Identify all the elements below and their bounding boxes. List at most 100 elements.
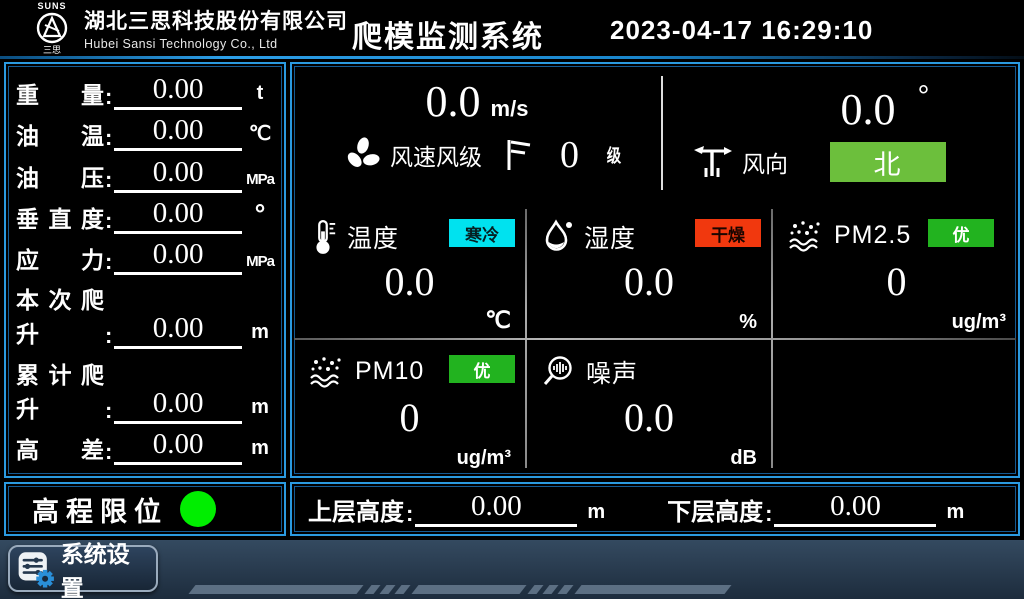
metric-colon: : xyxy=(105,84,113,110)
dust-particles-icon xyxy=(310,357,341,388)
pm10-value: 0 xyxy=(399,395,420,440)
footer-bar: 系统设置 xyxy=(0,540,1024,599)
thermometer-icon xyxy=(316,219,336,254)
metric-label: 高 差 xyxy=(16,436,104,463)
env-cell-pm25: PM2.5 优 0 ug/m³ xyxy=(773,204,1020,338)
wind-direction-value: 0.0 xyxy=(840,85,896,134)
lower-height-value: 0.00 xyxy=(774,491,937,527)
metric-unit: t xyxy=(256,82,264,105)
wind-direction-unit: ° xyxy=(917,80,930,113)
metric-label: 重 量 xyxy=(16,82,104,109)
metric-value: 0.00 xyxy=(114,314,242,350)
lower-height-label: 下层高度 xyxy=(667,498,764,526)
upper-height-group: 上层高度 : 0.00 m xyxy=(308,491,606,527)
metric-colon: : xyxy=(105,166,113,192)
env-cell-label: 噪声 xyxy=(586,360,639,388)
pm10-unit: ug/m³ xyxy=(456,447,511,469)
temperature-status-badge: 寒冷 xyxy=(449,219,515,247)
elevation-limit-box: 高程限位 xyxy=(4,482,286,536)
metric-value: 0.00 xyxy=(114,157,242,193)
lower-height-unit: m xyxy=(946,500,965,523)
metric-row-current-climb: 本次爬升 : 0.00 m xyxy=(6,281,284,350)
fan-icon xyxy=(347,137,380,167)
page-title: 爬模监测系统 xyxy=(352,21,544,54)
env-cell-pm10: PM10 优 0 ug/m³ xyxy=(294,340,525,474)
wind-speed-label: 风速风级 xyxy=(390,144,482,170)
noise-value: 0.0 xyxy=(624,395,674,440)
wind-section-divider xyxy=(661,76,663,190)
metric-colon: : xyxy=(105,125,113,151)
upper-height-unit: m xyxy=(587,500,606,523)
metric-colon: : xyxy=(105,249,113,275)
wind-level-unit: 级 xyxy=(606,146,622,166)
pm10-status-badge: 优 xyxy=(449,355,515,383)
wind-speed-value: 0.0 xyxy=(425,77,481,126)
footer-stripe-decoration xyxy=(188,585,732,594)
wind-speed-unit: m/s xyxy=(490,96,529,121)
header-divider xyxy=(0,56,1024,59)
humidity-value: 0.0 xyxy=(624,259,674,304)
metric-colon: : xyxy=(105,397,113,423)
dust-particles-icon xyxy=(789,221,820,252)
lower-height-group: 下层高度 : 0.00 m xyxy=(667,491,965,527)
env-cell-empty xyxy=(773,340,1020,474)
metric-label: 垂直度 xyxy=(16,205,104,232)
metric-value: 0.00 xyxy=(114,388,242,424)
heights-box: 上层高度 : 0.00 m 下层高度 : 0.00 m xyxy=(290,482,1020,536)
metrics-panel: 重 量 : 0.00 t 油 温 : 0.00 ℃ 油 压 : 0.00 MPa… xyxy=(4,62,286,478)
metric-unit: m xyxy=(251,395,269,418)
grid-line-horizontal xyxy=(294,338,1016,340)
metric-value: 0.00 xyxy=(114,116,242,152)
temperature-unit: ℃ xyxy=(485,307,511,333)
wind-level-flag-icon xyxy=(507,140,531,170)
company-name-cn: 湖北三思科技股份有限公司 xyxy=(84,10,348,33)
metric-colon: : xyxy=(105,438,113,464)
elevation-status-light xyxy=(180,491,216,527)
metric-row-weight: 重 量 : 0.00 t xyxy=(6,75,284,111)
metric-value: 0.00 xyxy=(114,75,242,111)
metric-row-total-climb: 累计爬升 : 0.00 m xyxy=(6,356,284,424)
env-cell-label: PM10 xyxy=(355,356,425,385)
company-logo: SUNS 三思 湖北三思科技股份有限公司 Hubei Sansi Technol… xyxy=(24,0,348,55)
metric-unit: ° xyxy=(254,198,266,229)
metric-label: 本次爬升 xyxy=(16,287,104,348)
metric-unit: m xyxy=(251,321,269,344)
noise-meter-icon xyxy=(543,356,572,385)
wind-speed-section: 0.0 m/s 风速风级 0 级 xyxy=(294,64,660,202)
wind-level-value: 0 xyxy=(560,134,579,176)
metric-label: 累计爬升 xyxy=(16,361,104,422)
wind-direction-badge: 北 xyxy=(830,142,946,182)
settings-sliders-gear-icon xyxy=(18,551,54,588)
header: SUNS 三思 湖北三思科技股份有限公司 Hubei Sansi Technol… xyxy=(0,0,1024,56)
elevation-limit-label: 高程限位 xyxy=(32,496,168,527)
logo-text-sansi: 三思 xyxy=(42,44,61,55)
datetime-display: 2023-04-17 16:29:10 xyxy=(610,15,874,45)
pm25-unit: ug/m³ xyxy=(951,311,1006,333)
metric-row-verticality: 垂直度 : 0.00 ° xyxy=(6,198,284,234)
metric-unit: MPa xyxy=(246,253,275,271)
pm25-value: 0 xyxy=(886,259,907,304)
company-name-en: Hubei Sansi Technology Co., Ltd xyxy=(84,37,278,51)
upper-height-value: 0.00 xyxy=(415,491,578,527)
metric-colon: : xyxy=(105,207,113,233)
env-cell-temperature: 温度 寒冷 0.0 ℃ xyxy=(294,204,525,338)
humidity-unit: % xyxy=(739,311,757,333)
metric-value: 0.00 xyxy=(114,198,242,234)
temperature-value: 0.0 xyxy=(384,259,435,304)
metric-colon: : xyxy=(105,323,113,349)
metric-row-oil-temp: 油 温 : 0.00 ℃ xyxy=(6,116,284,152)
env-cell-label: 温度 xyxy=(347,225,400,253)
env-cell-humidity: 湿度 干燥 0.0 % xyxy=(527,204,771,338)
metric-label: 油 温 xyxy=(16,123,104,150)
system-settings-button[interactable]: 系统设置 xyxy=(8,541,158,599)
wind-vane-icon xyxy=(694,146,732,177)
env-cell-label: 湿度 xyxy=(584,225,637,253)
wind-direction-label: 风向 xyxy=(742,151,788,177)
water-drop-icon xyxy=(545,219,572,251)
metric-row-oil-pressure: 油 压 : 0.00 MPa xyxy=(6,157,284,193)
humidity-status-badge: 干燥 xyxy=(695,219,761,247)
logo-text-suns: SUNS xyxy=(37,0,67,11)
environment-panel: 0.0 m/s 风速风级 0 级 xyxy=(290,62,1020,478)
metric-unit: MPa xyxy=(246,170,275,188)
